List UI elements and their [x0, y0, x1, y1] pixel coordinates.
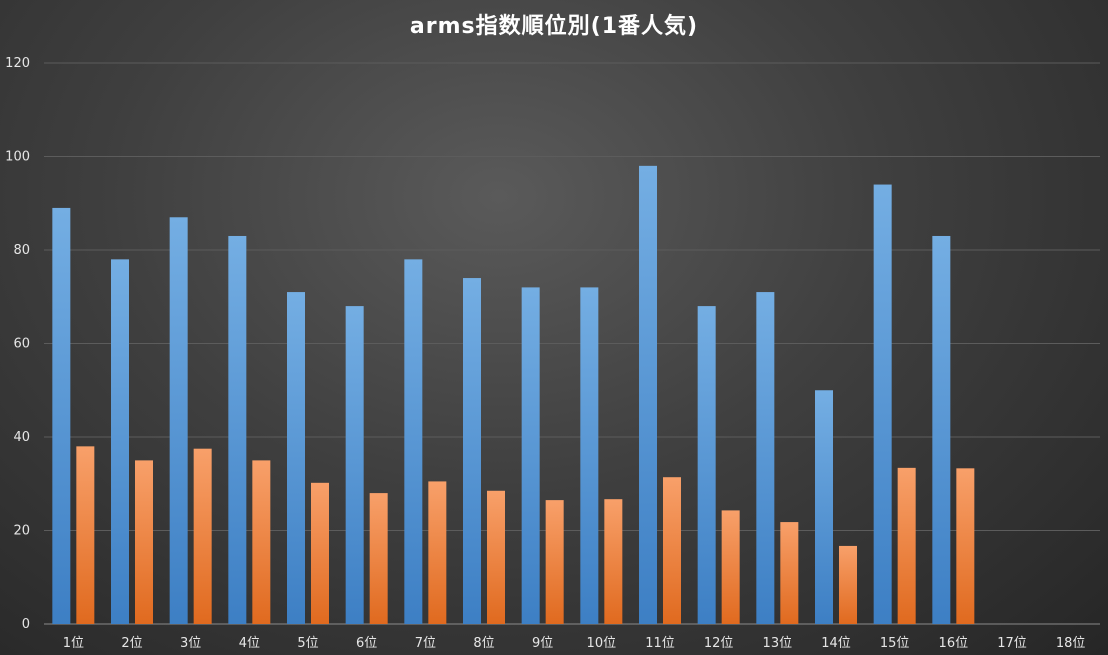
x-tick-label: 10位	[587, 636, 617, 651]
x-tick-label: 8位	[473, 636, 494, 651]
bar-series1-5位	[287, 292, 305, 624]
x-tick-label: 11位	[645, 636, 675, 651]
bar-series2-6位	[369, 493, 388, 624]
bar-series2-8位	[487, 490, 505, 624]
bar-series2-4位	[252, 460, 271, 624]
x-tick-label: 9位	[532, 636, 553, 651]
bar-series2-15位	[897, 467, 916, 624]
gridlines	[44, 62, 1100, 625]
x-tick-label: 17位	[997, 636, 1027, 651]
x-tick-label: 14位	[821, 636, 851, 651]
bar-series1-13位	[756, 292, 775, 624]
y-tick-label: 40	[13, 430, 30, 445]
x-tick-label: 3位	[180, 636, 201, 651]
x-tick-label: 6位	[356, 636, 377, 651]
x-tick-label: 12位	[704, 636, 734, 651]
bar-series1-7位	[404, 259, 423, 624]
x-tick-label: 5位	[297, 636, 318, 651]
bar-series1-8位	[463, 278, 481, 624]
bar-series1-2位	[111, 259, 129, 624]
bar-series2-13位	[780, 522, 799, 624]
y-axis-ticks: 0 20 40 60 80 100 120	[5, 56, 30, 632]
y-tick-label: 0	[22, 617, 30, 632]
bar-series1-15位	[873, 184, 892, 625]
bar-series1-1位	[52, 207, 71, 625]
bar-series1-4位	[228, 235, 247, 624]
bar-series2-11位	[663, 477, 681, 624]
x-tick-label: 18位	[1056, 636, 1086, 651]
x-tick-label: 15位	[880, 636, 910, 651]
x-tick-label: 13位	[763, 636, 793, 651]
y-tick-label: 120	[5, 56, 30, 71]
bar-series1-10位	[580, 287, 599, 624]
bar-series2-9位	[545, 500, 564, 624]
bars	[52, 165, 975, 625]
bar-series2-16位	[956, 468, 975, 624]
bar-series2-5位	[311, 482, 329, 624]
bar-series1-9位	[521, 287, 540, 624]
bar-series1-11位	[639, 165, 657, 624]
x-tick-label: 7位	[415, 636, 436, 651]
bar-series1-6位	[345, 306, 364, 624]
bar-series2-7位	[428, 481, 447, 624]
bar-series1-14位	[815, 390, 833, 624]
bar-series1-3位	[169, 217, 188, 624]
x-tick-label: 16位	[939, 636, 969, 651]
bar-series2-14位	[839, 545, 857, 624]
bar-series1-16位	[932, 235, 951, 624]
y-tick-label: 80	[13, 243, 30, 258]
y-tick-label: 20	[13, 524, 30, 539]
x-tick-label: 2位	[121, 636, 142, 651]
y-tick-label: 60	[13, 337, 30, 352]
x-tick-label: 1位	[63, 636, 84, 651]
y-tick-label: 100	[5, 150, 30, 165]
bar-series1-12位	[697, 306, 716, 624]
bar-series2-10位	[604, 499, 623, 624]
x-axis-ticks: 1位 2位 3位 4位 5位 6位 7位 8位 9位 10位 11位 12位 13位 14位 15位 16位 1…	[63, 636, 1086, 651]
bar-series2-1位	[76, 446, 95, 624]
chart-title: arms指数順位別(1番人気)	[410, 13, 698, 39]
bar-series2-2位	[135, 460, 153, 624]
x-tick-label: 4位	[239, 636, 260, 651]
bar-series2-3位	[193, 448, 212, 624]
bar-series2-12位	[721, 510, 740, 624]
